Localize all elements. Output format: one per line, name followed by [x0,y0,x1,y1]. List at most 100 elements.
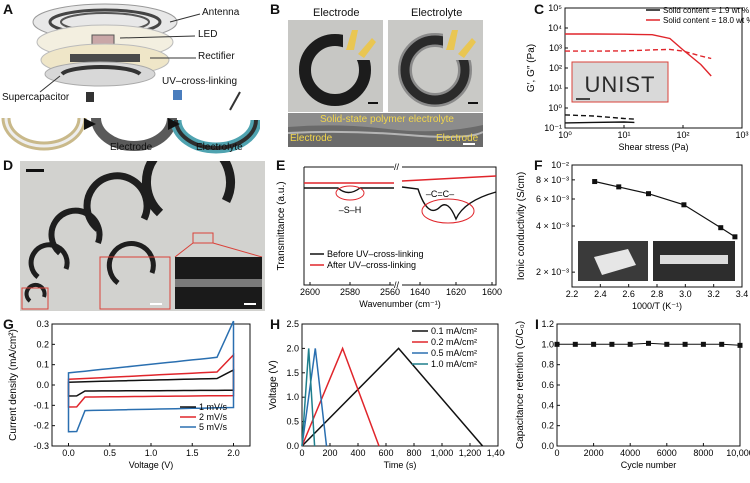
chart-f-xtick-label: 2.4 [594,289,607,299]
chart-f-inset-stack [660,255,728,264]
chart-f-ytick-label: 8 × 10⁻³ [536,175,569,185]
chart-i-ytick-label: 0.0 [541,441,554,451]
chart-e-xtick-label: 2600 [300,287,320,297]
panel-i: I 0 2000 4000 6000 8000 10,000 1.2 1.0 0.8 0.6 0.4… [505,316,750,478]
chart-g-cv: 0.0 0.5 1.0 1.5 2.0 0.3 0.2 0.1 0.0 -0.1 -0.2 -0.3 V… [8,319,251,470]
chart-f-point [646,191,651,197]
electrode-photo [288,20,383,112]
chart-f-ytick-label: 6 × 10⁻³ [536,194,569,204]
chart-f-xtick-label: 2.6 [622,289,635,299]
sem-cross-section [288,113,483,147]
chart-e-annotation-cc: –C=C– [426,189,454,199]
chart-g-ylabel: Current density (mA/cm²) [8,329,19,441]
panel-label-h: H [270,316,281,332]
chart-i-point [700,341,706,347]
panel-label-f: F [534,157,543,173]
label-electrode: Electrode [110,142,153,153]
chart-f-ytick-label: 10⁻² [551,160,569,170]
chart-h-ytick-label: 0.5 [286,417,299,427]
chart-h-frame [301,323,499,447]
chart-e-annotation-ellipse [335,185,365,201]
chart-i-point [664,341,670,347]
panel-label-e: E [276,157,286,173]
chart-f-ytick-label: 4 × 10⁻³ [536,221,569,231]
chart-g-ytick-label: 0.2 [36,339,49,349]
chart-i-xtick-label: 8000 [693,448,713,458]
chart-f-xlabel: 1000/T (K⁻¹) [632,301,682,311]
chart-h-xtick-label: 1,400 [487,448,505,458]
chart-i-xlabel: Cycle number [621,460,677,470]
chart-i-point [737,342,743,348]
chart-c-rheology: 10⁰ 10¹ 10² 10³10⁻¹10⁰10¹10²10³10⁴10⁵Shear … [526,3,750,152]
chart-e-series-after [304,175,497,184]
chart-g-series-0 [67,368,235,397]
chart-i-ytick-label: 0.2 [541,421,554,431]
chart-e-legend-label: After UV–cross-linking [327,260,416,270]
label-rectifier: Rectifier [198,51,235,62]
chart-i-ytick-label: 1.0 [541,339,554,349]
chart-h-xtick-label: 0 [299,448,304,458]
chart-c-inset-text: UNIST [585,72,656,97]
chart-h-series-1 [301,346,380,447]
chart-i-ytick-label: 0.4 [541,400,554,410]
panel-f: F 2.2 2.4 2.6 2.8 3.0 3.2 3.4 10⁻² 8 × 10⁻³ 6 × 1… [510,157,750,315]
electrolyte-photo-title: Electrolyte [411,7,463,19]
label-uv-cross-linking: UV–cross-linking [162,76,238,87]
chart-i-point [719,341,725,347]
chart-i-cycling: 0 2000 4000 6000 8000 10,000 1.2 1.0 0.8 0.6 0.4 0.… [515,319,750,470]
panel-g: G 0.0 0.5 1.0 1.5 2.0 0.3 0.2 0.1 0.0 -0.1 -0.2 -0.… [0,316,260,478]
chart-c-ytick-label: 10³ [549,43,562,53]
chart-h-ytick-label: 1.0 [286,392,299,402]
chart-g-ytick-label: -0.2 [33,421,49,431]
chart-c-ytick-label: 10² [549,63,562,73]
chart-f-xtick-label: 3.4 [736,289,749,299]
printed-arcs-photo [20,161,265,311]
chart-c-ytick-label: 10⁻¹ [544,123,562,133]
sem-right-electrode: Electrode [436,133,479,144]
chart-c-legend-label: Solid content = 18.0 wt % [663,16,750,25]
chart-g-xtick-label: 2.0 [227,448,240,458]
chart-e-axis-break-top: // [394,162,400,172]
chart-g-xtick-label: 0.5 [103,448,116,458]
chart-i-xtick-label: 0 [554,448,559,458]
chart-i-xtick-label: 10,000 [726,448,750,458]
chart-i-point [554,341,560,347]
chart-g-xlabel: Voltage (V) [129,460,174,470]
chart-f-xtick-label: 3.2 [707,289,720,299]
chart-e-left-axes [303,167,394,286]
chart-h-ytick-label: 1.5 [286,368,299,378]
chart-e-axis-break: // [394,280,400,290]
chart-i-ytick-label: 0.6 [541,380,554,390]
chart-i-point [609,341,615,347]
chart-e-xtick-label: 1600 [482,287,502,297]
chart-g-xtick-label: 1.5 [186,448,199,458]
panel-label-g: G [3,316,14,332]
chart-h-ytick-label: 2.5 [286,319,299,329]
chart-c-series-1 [564,114,635,120]
panel-b: B Electrode Electrolyte Solid-state poly… [268,0,508,155]
chart-e-ylabel: Transmittance (a.u.) [276,181,287,270]
chart-f-inset-film [594,249,636,275]
chart-h-ytick-label: 2.0 [286,343,299,353]
chart-i-xtick-label: 2000 [584,448,604,458]
chart-i-xtick-label: 4000 [620,448,640,458]
chart-g-ytick-label: 0.0 [36,380,49,390]
chart-e-xtick-label: 2560 [380,287,400,297]
chart-h-legend-label: 1.0 mA/cm² [431,359,477,369]
label-electrolyte: Electrolyte [196,142,243,153]
chart-g-legend-label: 5 mV/s [199,422,228,432]
chart-c-ylabel: G′, G″ (Pa) [526,44,537,92]
chart-f-xtick-label: 2.2 [566,289,579,299]
chart-h-xtick-label: 1,000 [431,448,454,458]
chart-e-xtick-label: 1620 [446,287,466,297]
chart-c-xtick-label: 10³ [735,130,748,140]
chart-e-annotation-sh: –S–H [339,205,362,215]
chart-c-xlabel: Shear stress (Pa) [618,142,688,152]
chart-g-ytick-label: -0.3 [33,441,49,451]
chart-i-point [572,341,578,347]
chart-c-xtick-label: 10¹ [617,130,630,140]
chart-c-series-2 [565,33,712,77]
chart-f-series-line [594,180,736,238]
label-antenna: Antenna [202,7,240,18]
chart-c-series-3 [565,48,712,60]
